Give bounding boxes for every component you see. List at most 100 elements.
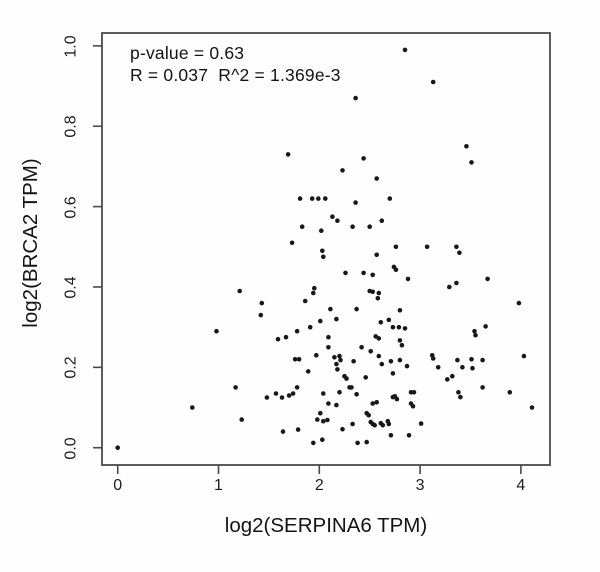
data-point	[259, 300, 265, 306]
data-point	[380, 422, 386, 428]
data-point	[379, 218, 385, 223]
data-point	[393, 267, 399, 273]
data-point	[233, 385, 238, 390]
data-point	[406, 433, 412, 438]
data-point	[237, 288, 242, 294]
data-point	[320, 437, 325, 443]
y-tick-label: 0.6	[62, 195, 80, 219]
x-tick-label: 4	[516, 477, 526, 494]
data-point	[390, 371, 396, 376]
data-point	[302, 298, 308, 304]
data-point	[299, 224, 305, 229]
data-point	[321, 254, 326, 260]
data-point	[318, 410, 323, 416]
data-point	[402, 47, 408, 53]
data-point	[354, 392, 359, 397]
data-point	[456, 390, 461, 395]
data-point	[410, 404, 416, 409]
data-point	[507, 390, 513, 395]
data-point	[455, 357, 460, 363]
data-point	[388, 359, 394, 364]
data-point	[460, 365, 465, 370]
data-point	[521, 353, 527, 359]
data-point	[340, 426, 345, 432]
data-point	[353, 200, 358, 205]
data-point	[353, 95, 358, 101]
data-point	[368, 349, 374, 354]
data-point	[430, 356, 436, 361]
data-point	[320, 248, 325, 254]
data-point	[396, 324, 402, 330]
data-point	[464, 144, 469, 149]
data-point	[472, 328, 477, 334]
data-point	[294, 328, 300, 334]
data-point	[374, 400, 380, 405]
data-point	[295, 427, 301, 432]
data-point	[290, 391, 296, 396]
data-point	[370, 401, 376, 406]
data-point	[311, 440, 316, 446]
data-point	[435, 365, 441, 370]
x-tick-label: 0	[113, 477, 123, 494]
y-tick-label: 0.4	[62, 276, 80, 299]
stats-annotation: p-value = 0.63 R = 0.037 R^2 = 1.369e-3	[130, 42, 341, 86]
data-point	[402, 326, 408, 331]
data-point	[390, 324, 396, 330]
data-point	[325, 417, 330, 423]
data-point	[480, 357, 485, 363]
data-point	[469, 160, 474, 165]
data-point	[343, 270, 348, 276]
data-point	[359, 345, 364, 350]
y-tick-label: 0.8	[62, 115, 80, 138]
data-point	[376, 353, 382, 359]
data-point	[387, 196, 393, 201]
data-point	[361, 156, 366, 161]
data-point	[454, 280, 459, 286]
data-point	[332, 355, 337, 360]
data-point	[386, 317, 392, 323]
x-tick-label: 3	[415, 477, 425, 494]
data-point	[307, 324, 313, 330]
data-point	[312, 285, 317, 291]
data-point	[323, 196, 328, 201]
data-point	[334, 402, 339, 408]
data-point	[447, 284, 452, 290]
data-point	[386, 421, 392, 427]
data-point	[480, 385, 485, 390]
data-point	[297, 196, 303, 201]
y-axis-label: log2(BRCA2 TPM)	[19, 158, 42, 328]
data-point	[349, 385, 354, 390]
data-point	[344, 376, 349, 381]
data-point	[418, 421, 424, 426]
x-axis-label: log2(SERPINA6 TPM)	[224, 514, 428, 537]
data-point	[351, 359, 356, 364]
data-point	[529, 405, 535, 410]
data-point	[340, 168, 345, 173]
data-point	[309, 196, 315, 201]
data-point	[374, 176, 380, 181]
data-point	[393, 244, 399, 250]
data-point	[335, 367, 340, 372]
y-tick-label: 0.0	[62, 437, 80, 460]
data-point	[483, 324, 488, 329]
data-point	[338, 357, 343, 363]
data-point	[372, 422, 378, 428]
data-point	[354, 306, 359, 312]
data-point	[285, 152, 291, 157]
data-point	[516, 300, 522, 306]
data-point	[450, 373, 455, 379]
data-point	[370, 272, 376, 278]
data-point	[326, 345, 331, 350]
data-point	[296, 357, 302, 362]
y-tick-label: 1.0	[62, 35, 80, 58]
r-squared-text: R = 0.037 R^2 = 1.369e-3	[130, 65, 341, 85]
data-point	[363, 375, 369, 380]
data-point	[404, 363, 410, 369]
data-point	[376, 336, 382, 341]
data-point	[314, 353, 319, 358]
data-point	[115, 445, 120, 451]
data-point	[388, 433, 394, 438]
data-point	[430, 79, 436, 85]
data-point	[454, 244, 459, 250]
